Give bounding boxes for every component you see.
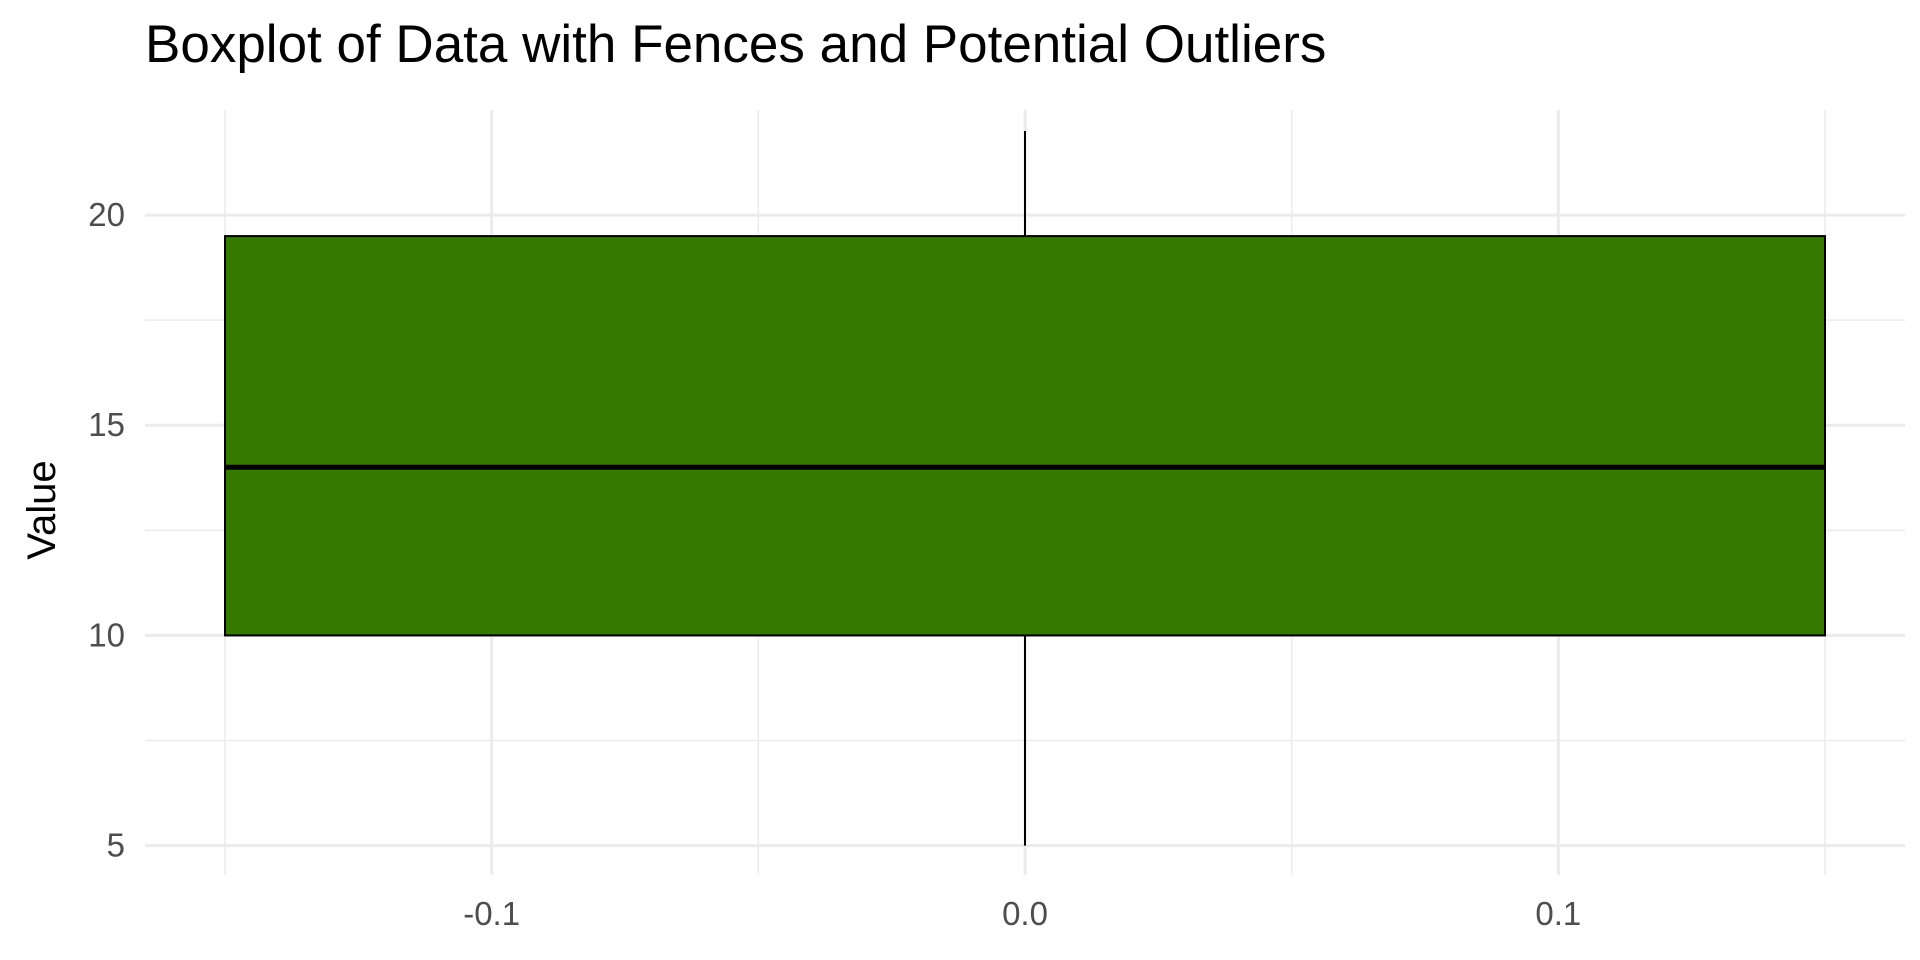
x-tick-label: 0.0	[1002, 895, 1048, 932]
y-tick-label: 5	[107, 827, 125, 864]
x-axis-ticks: -0.1 0.0 0.1	[463, 895, 1581, 932]
box-iqr	[224, 235, 1826, 637]
y-tick-label: 15	[88, 406, 125, 443]
y-tick-label: 10	[88, 616, 125, 653]
chart-title: Boxplot of Data with Fences and Potentia…	[145, 15, 1327, 74]
x-tick-label: -0.1	[463, 895, 520, 932]
y-axis-title: Value	[20, 460, 64, 559]
boxplot-box	[224, 131, 1826, 846]
y-tick-label: 20	[88, 196, 125, 233]
x-tick-label: 0.1	[1535, 895, 1581, 932]
y-axis-ticks: 5 10 15 20	[88, 196, 125, 863]
